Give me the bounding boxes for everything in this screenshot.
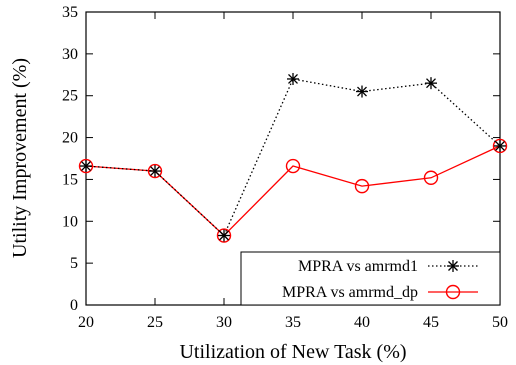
y-tick-label: 0 (70, 297, 78, 314)
y-tick-label: 30 (62, 46, 78, 63)
data-point (425, 77, 437, 90)
x-tick-label: 20 (78, 314, 94, 331)
x-tick-label: 35 (285, 314, 301, 331)
data-point (216, 228, 232, 243)
y-tick-label: 20 (62, 130, 78, 147)
y-tick-label: 5 (70, 255, 78, 272)
data-point (147, 163, 163, 179)
legend-marker (445, 284, 461, 300)
data-point (354, 178, 370, 194)
data-point (149, 165, 161, 178)
data-point (287, 72, 299, 85)
y-tick-label: 35 (62, 4, 78, 21)
x-tick-label: 40 (354, 314, 370, 331)
y-tick-label: 15 (62, 171, 78, 188)
marker-stroke (219, 230, 229, 241)
marker-stroke (357, 86, 367, 97)
marker-stroke (150, 166, 160, 177)
data-point (78, 158, 94, 174)
legend: MPRA vs amrmd1 MPRA vs amrmd_dp (240, 251, 501, 306)
series-layer (78, 72, 508, 243)
x-axis-title: Utilization of New Task (%) (179, 341, 406, 363)
x-tick-label: 30 (216, 314, 232, 331)
data-point (218, 229, 230, 242)
data-point (494, 139, 506, 152)
marker-stroke (426, 78, 436, 89)
marker-stroke (81, 161, 91, 171)
y-axis: 0 5 10 15 20 25 30 35 (62, 4, 500, 314)
legend-label: MPRA vs amrmd1 (298, 258, 418, 275)
data-point (80, 160, 92, 173)
marker-stroke (448, 261, 458, 271)
data-point (356, 85, 368, 98)
data-point (423, 170, 439, 185)
y-tick-label: 25 (62, 88, 78, 105)
legend-box (240, 251, 501, 306)
legend-marker (447, 260, 459, 272)
data-point (492, 138, 508, 154)
y-tick-label: 10 (62, 213, 78, 230)
x-tick-label: 45 (423, 314, 439, 331)
data-point (285, 158, 301, 174)
series-2 (78, 138, 508, 243)
x-tick-label: 50 (492, 314, 508, 331)
x-tick-label: 25 (147, 314, 163, 331)
marker-stroke (288, 74, 298, 84)
y-axis-title: Utility Improvement (%) (9, 58, 31, 258)
marker-stroke (495, 140, 505, 151)
x-axis: 20 25 30 35 40 45 50 (78, 12, 508, 331)
legend-label: MPRA vs amrmd_dp (282, 284, 418, 301)
series-1 (80, 72, 506, 242)
series-1-line (85, 78, 501, 237)
